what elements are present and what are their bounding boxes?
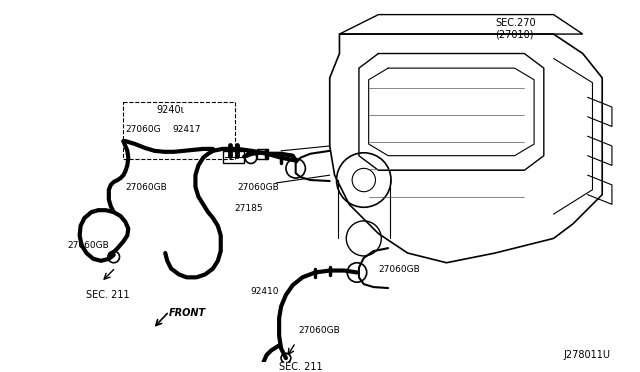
Text: 92410: 92410 — [250, 287, 278, 296]
Text: SEC. 211: SEC. 211 — [279, 362, 323, 372]
Bar — [223, 151, 244, 163]
Text: 92417: 92417 — [172, 125, 200, 134]
Text: SEC.270
(27010): SEC.270 (27010) — [495, 17, 536, 39]
Bar — [124, 102, 236, 158]
Text: 27060GB: 27060GB — [237, 183, 279, 192]
Text: J278011U: J278011U — [563, 350, 611, 360]
Text: SEC. 211: SEC. 211 — [86, 290, 130, 300]
Text: 27060GB: 27060GB — [125, 183, 167, 192]
Bar — [257, 149, 268, 158]
Text: 27060GB: 27060GB — [299, 326, 340, 335]
Text: 27185: 27185 — [234, 204, 263, 214]
Text: 27060GB: 27060GB — [67, 241, 109, 250]
Text: FRONT: FRONT — [169, 308, 206, 318]
Text: 9240ι: 9240ι — [157, 105, 184, 115]
Text: 27060G: 27060G — [125, 125, 161, 134]
Text: 27060GB: 27060GB — [378, 265, 420, 274]
